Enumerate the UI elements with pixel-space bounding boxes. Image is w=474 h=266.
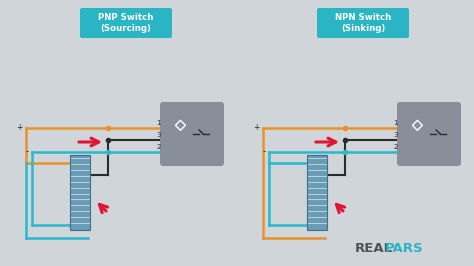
Text: 1: 1 — [393, 120, 398, 126]
FancyBboxPatch shape — [317, 8, 409, 38]
FancyBboxPatch shape — [307, 155, 327, 230]
Text: 1: 1 — [156, 120, 161, 126]
Text: 2: 2 — [393, 144, 398, 150]
Text: PARS: PARS — [385, 242, 424, 255]
Text: 3: 3 — [156, 132, 161, 138]
FancyBboxPatch shape — [160, 102, 224, 166]
Text: NPN Switch
(Sinking): NPN Switch (Sinking) — [335, 13, 391, 34]
Text: PNP Switch
(Sourcing): PNP Switch (Sourcing) — [98, 13, 154, 34]
Text: -: - — [263, 148, 266, 156]
Text: REAL: REAL — [355, 242, 393, 255]
FancyBboxPatch shape — [70, 155, 90, 230]
Text: -: - — [26, 148, 29, 156]
Text: 3: 3 — [393, 132, 398, 138]
Text: +: + — [17, 123, 23, 132]
FancyBboxPatch shape — [80, 8, 172, 38]
FancyBboxPatch shape — [397, 102, 461, 166]
Text: +: + — [254, 123, 260, 132]
Text: 2: 2 — [156, 144, 161, 150]
